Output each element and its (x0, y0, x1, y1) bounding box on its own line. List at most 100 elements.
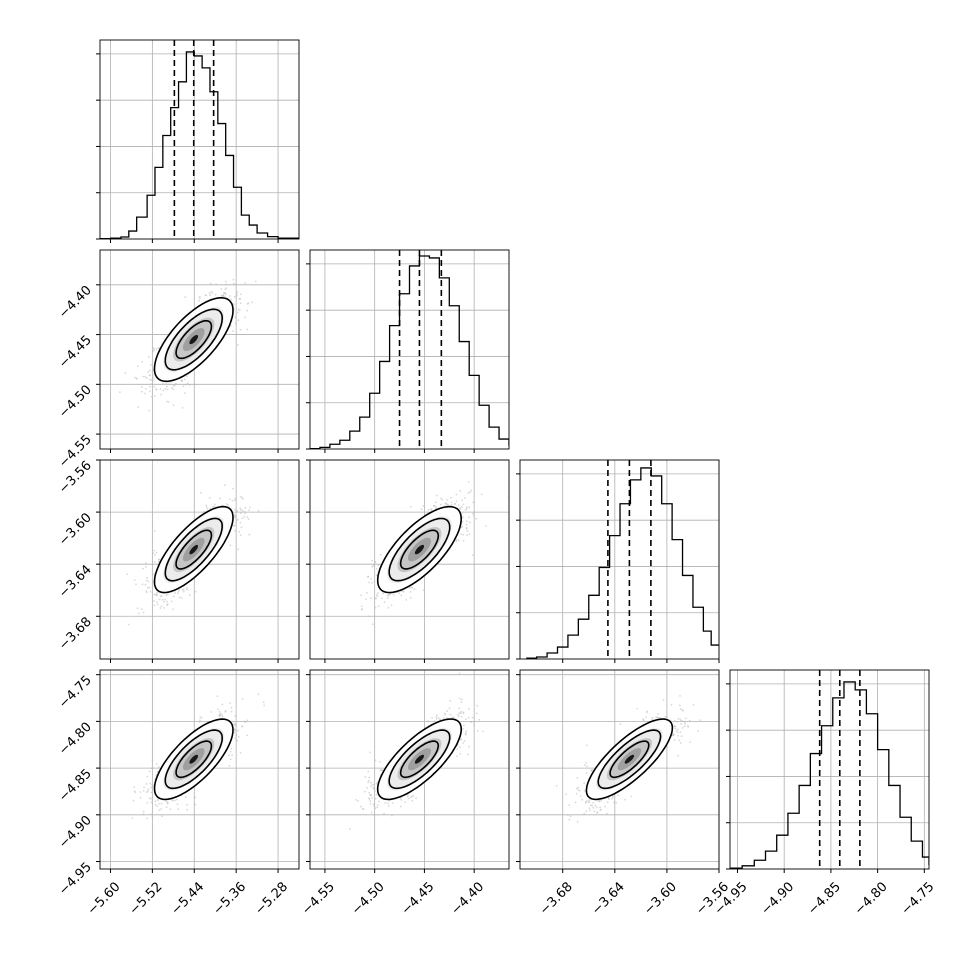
tick-label-x: −4.80 (852, 879, 891, 918)
sample-point (382, 592, 384, 595)
sample-point (376, 595, 379, 597)
sample-point (662, 699, 665, 701)
sample-point (583, 789, 586, 792)
sample-point (163, 607, 166, 609)
sample-point (391, 802, 394, 804)
panel-frame (309, 459, 510, 660)
sample-point (232, 487, 235, 490)
sample-point (677, 728, 679, 731)
sample-point (585, 772, 588, 774)
sample-point (470, 721, 472, 724)
sample-point (166, 388, 169, 391)
sample-point (368, 797, 370, 799)
sample-point (240, 526, 243, 529)
sample-point (619, 723, 622, 726)
sample-point (218, 497, 221, 500)
sample-point (458, 707, 461, 710)
sample-point (239, 298, 242, 301)
sample-point (153, 530, 156, 532)
sample-point (409, 591, 412, 593)
sample-point (186, 803, 189, 806)
sample-point (234, 508, 237, 511)
sample-point (233, 729, 236, 732)
sample-point (225, 283, 228, 286)
sample-point (158, 598, 161, 601)
sample-point (214, 503, 216, 506)
sample-point (392, 594, 395, 596)
sample-point (585, 800, 588, 802)
sample-point (368, 791, 371, 794)
sample-point (688, 719, 691, 722)
tick-label-x: −5.36 (210, 879, 249, 918)
sample-point (144, 392, 147, 395)
sample-point (150, 395, 153, 398)
sample-point (374, 807, 377, 810)
sample-point (370, 597, 372, 600)
contour-line (597, 729, 662, 790)
sample-point (604, 805, 606, 808)
sample-point (472, 501, 475, 504)
sample-point (435, 717, 438, 720)
sample-point (460, 506, 463, 508)
sample-point (150, 383, 152, 385)
sample-point (457, 539, 460, 542)
sample-point (162, 389, 165, 392)
sample-point (464, 733, 467, 735)
sample-point (593, 810, 596, 813)
sample-point (146, 775, 149, 778)
sample-point (374, 759, 377, 762)
sample-point (198, 295, 201, 298)
panel-2-1 (306, 459, 510, 663)
tick-label-y: −4.90 (56, 813, 95, 852)
sample-point (482, 730, 484, 733)
sample-point (457, 715, 460, 717)
sample-point (149, 782, 152, 785)
sample-point (157, 560, 160, 563)
sample-point (229, 295, 232, 297)
sample-point (415, 797, 417, 800)
sample-point (150, 791, 153, 794)
sample-point (398, 592, 401, 595)
sample-point (182, 385, 185, 388)
sample-point (150, 767, 153, 770)
sample-point (140, 608, 143, 611)
sample-point (229, 758, 232, 761)
sample-point (151, 370, 154, 373)
sample-point (422, 589, 425, 592)
sample-point (229, 702, 232, 704)
tick-label-x: −5.60 (85, 879, 124, 918)
sample-point (360, 605, 363, 607)
panel-3-0 (96, 669, 300, 873)
sample-point (368, 615, 370, 618)
sample-point (262, 701, 265, 704)
sample-point (565, 793, 568, 795)
sample-point (679, 718, 682, 721)
sample-point (139, 791, 142, 793)
sample-point (469, 491, 471, 494)
sample-point (377, 605, 380, 607)
sample-point (237, 736, 240, 738)
sample-point (368, 779, 370, 782)
sample-point (158, 802, 160, 805)
panel-frame (309, 669, 510, 870)
contour-line (164, 517, 224, 582)
sample-point (208, 292, 211, 295)
sample-point (247, 518, 250, 521)
contour-line (175, 320, 213, 360)
sample-point (576, 776, 579, 779)
sample-point (366, 787, 368, 789)
sample-point (154, 553, 156, 556)
sample-point (184, 296, 187, 298)
sample-point (157, 766, 160, 768)
sample-point (377, 564, 380, 567)
sample-point (369, 800, 372, 803)
sample-point (235, 322, 237, 325)
sample-point (462, 742, 464, 744)
sample-point (147, 580, 150, 583)
panel-0-0 (96, 39, 300, 243)
sample-point (153, 347, 156, 350)
sample-point (405, 599, 408, 601)
sample-point (155, 592, 158, 594)
tick-label-x: −5.44 (169, 879, 208, 918)
